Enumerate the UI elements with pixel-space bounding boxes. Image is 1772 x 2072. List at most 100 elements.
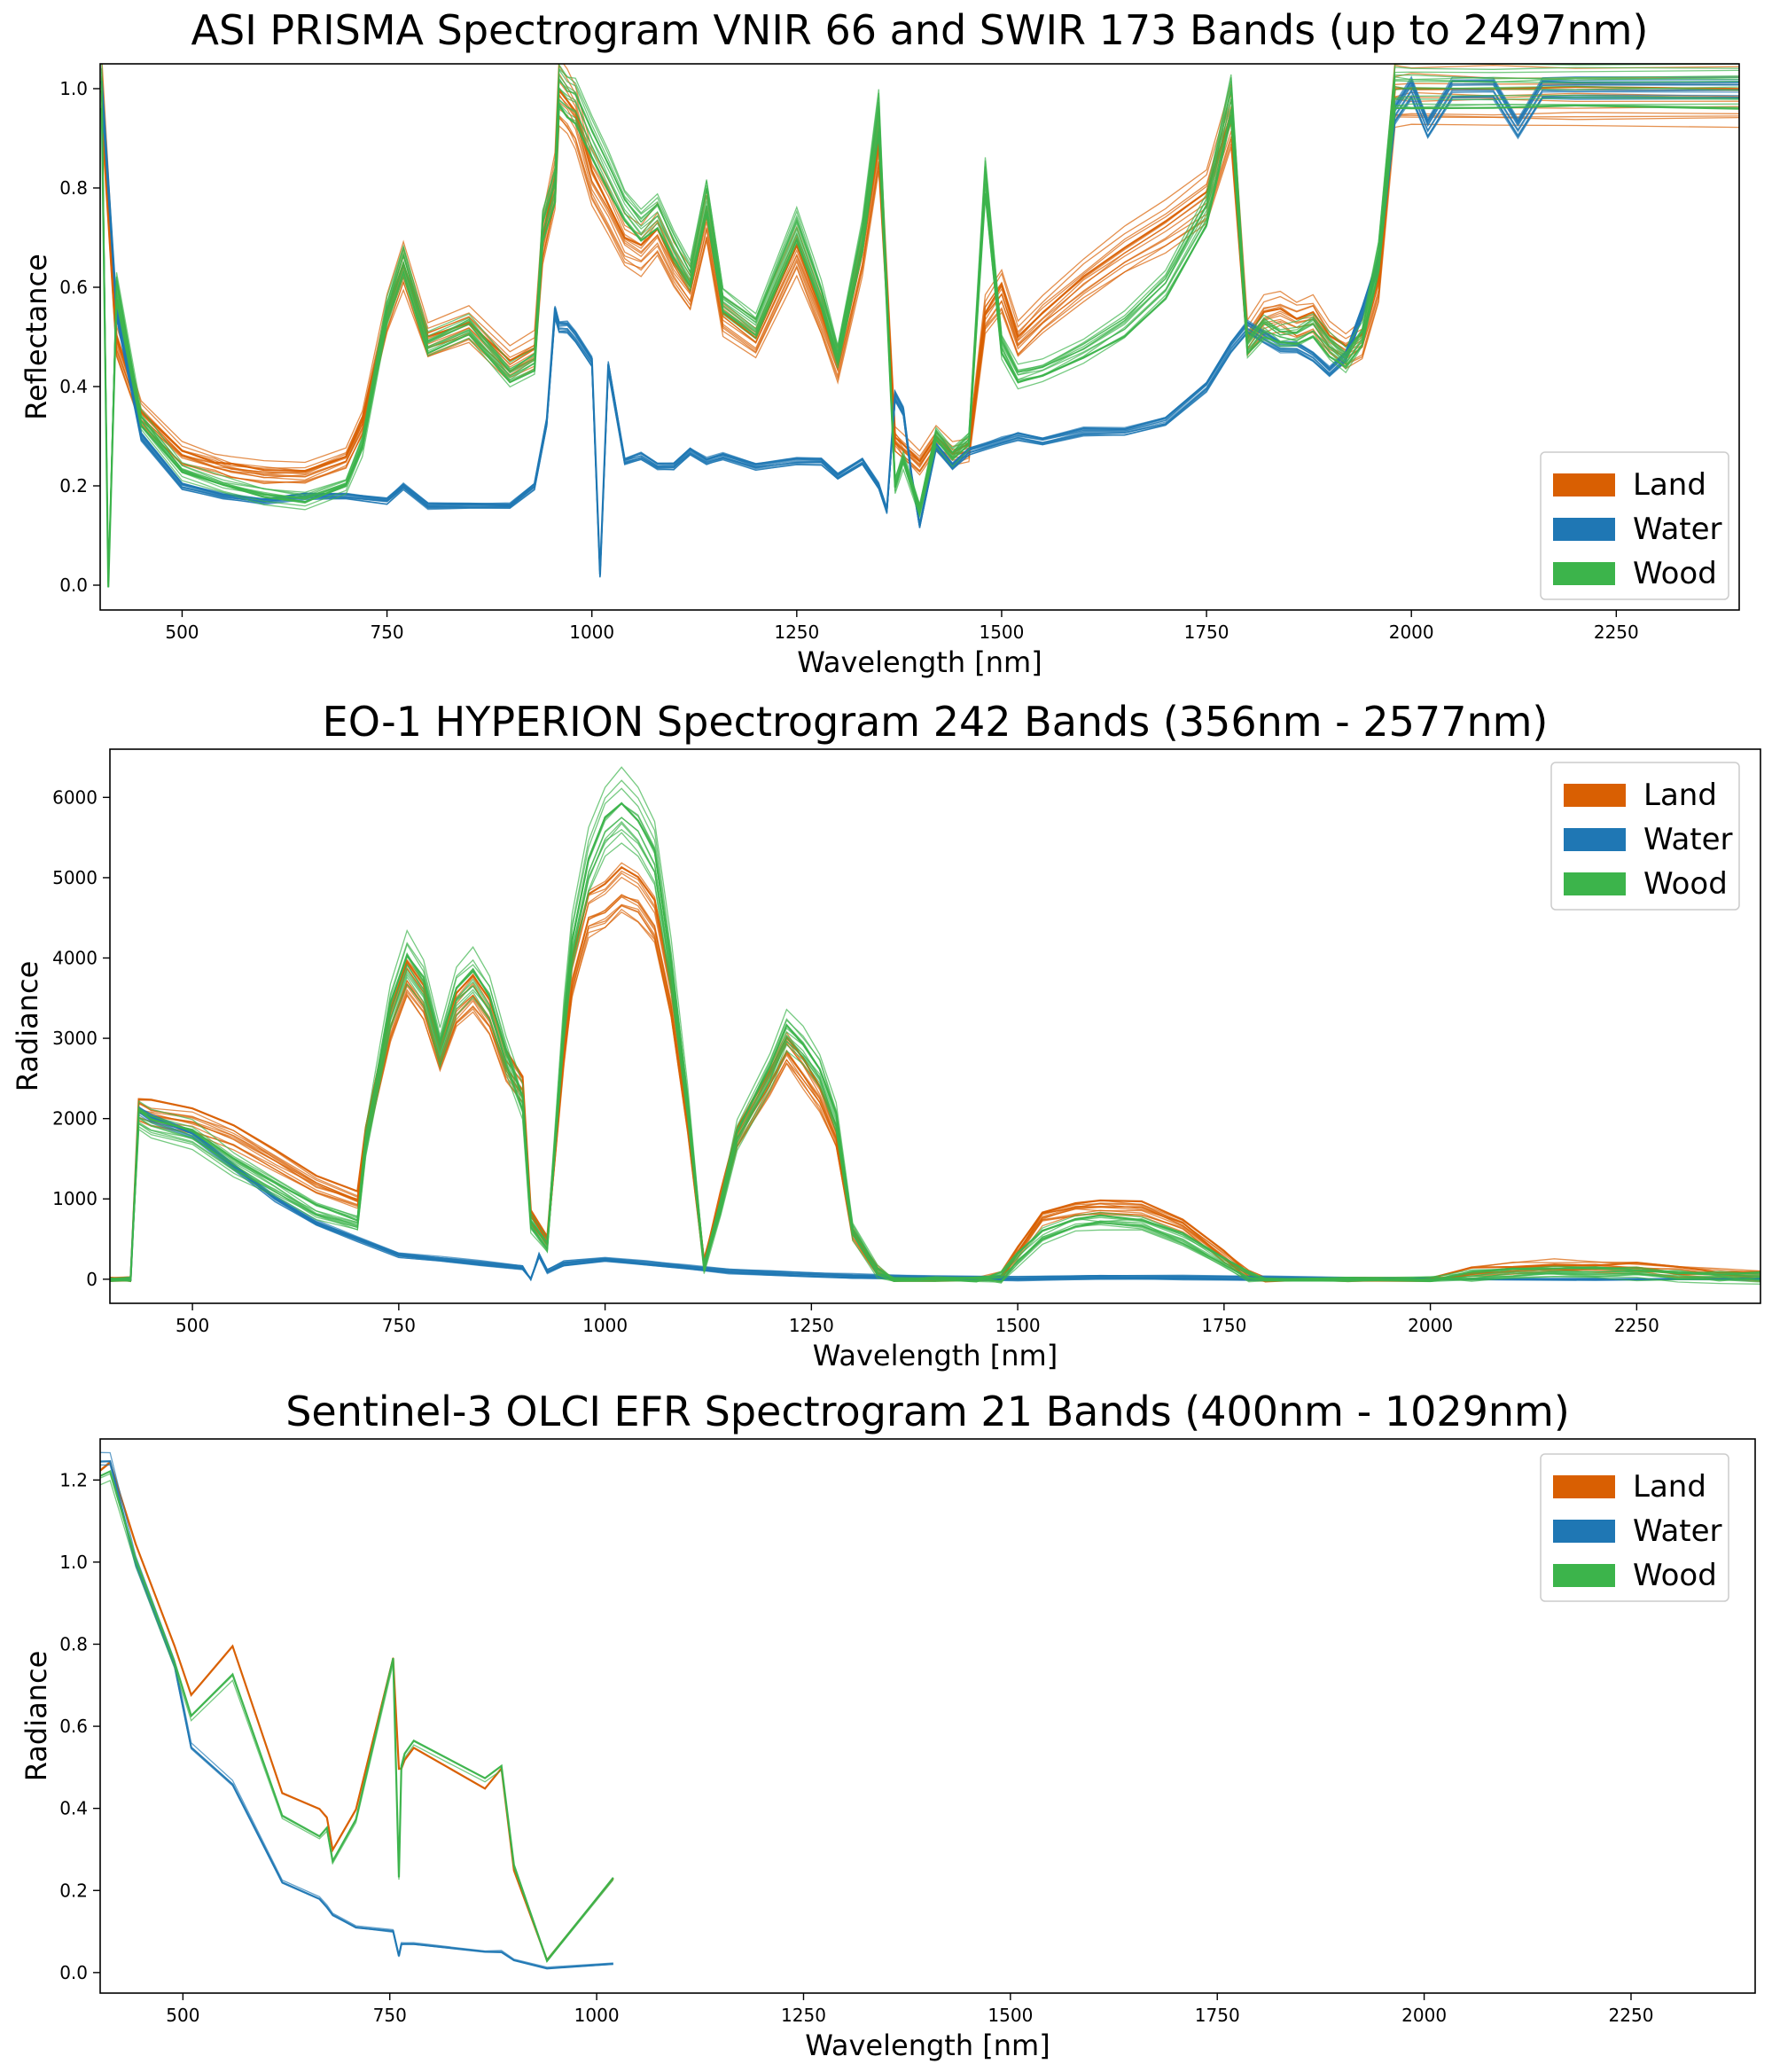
series-line-wood [110,802,1760,1282]
series-line-land [101,112,1739,478]
series-line-land [100,1461,614,1961]
legend-label-wood: Wood [1633,556,1717,591]
chart-panel-1: ASI PRISMA Spectrogram VNIR 66 and SWIR … [20,6,1740,679]
series-line-land [101,92,1739,473]
series-line-land [101,71,1739,475]
y-tick-label: 0.8 [59,177,88,199]
plot-area [110,766,1760,1285]
series-line-land [101,80,1739,469]
x-tick-label: 1750 [1184,622,1229,643]
y-tick-label: 0 [86,1269,98,1290]
legend-swatch-water [1564,828,1626,851]
series-line-wood [100,1480,614,1963]
x-tick-label: 2000 [1408,1315,1453,1336]
chart-panel-2: EO-1 HYPERION Spectrogram 242 Bands (356… [11,698,1761,1372]
series-line-land [101,106,1739,481]
series-line-land [101,85,1739,475]
axes-frame [109,748,1761,1304]
axes-frame [99,1438,1756,1994]
x-tick-label: 1000 [582,1315,628,1336]
legend-swatch-wood [1553,1564,1615,1587]
legend-swatch-water [1553,1520,1615,1543]
y-tick-label: 1.0 [59,78,88,99]
x-axis-label: Wavelength [nm] [813,1339,1058,1372]
legend-label-water: Water [1633,1513,1722,1549]
legend-label-wood: Wood [1633,1558,1717,1593]
legend-label-water: Water [1643,822,1733,857]
x-tick-label: 1250 [781,2005,826,2026]
x-tick-label: 2250 [1594,622,1639,643]
x-tick-label: 2000 [1389,622,1434,643]
series-line-land [101,98,1739,479]
legend-swatch-land [1553,473,1615,496]
y-tick-label: 1.0 [59,1552,88,1573]
y-tick-label: 0.8 [59,1633,88,1654]
chart-title: ASI PRISMA Spectrogram VNIR 66 and SWIR … [191,6,1649,54]
axes-frame [99,63,1740,611]
series-line-wood [100,1469,614,1963]
y-tick-label: 0.0 [59,1962,88,1983]
legend: Land Water Wood [1540,451,1729,600]
x-axis-label: Wavelength [nm] [797,645,1042,679]
series-line-land [100,1460,614,1962]
legend-swatch-land [1553,1475,1615,1498]
x-axis-label: Wavelength [nm] [805,2029,1050,2062]
x-tick-label: 1500 [987,2005,1033,2026]
x-tick-label: 750 [373,2005,407,2026]
y-tick-label: 0.4 [59,1798,88,1819]
series-line-land [101,64,1739,472]
y-tick-label: 4000 [52,948,98,969]
chart-panel-3: Sentinel-3 OLCI EFR Spectrogram 21 Bands… [20,1388,1756,2062]
x-tick-label: 1000 [569,622,614,643]
x-tick-label: 1000 [574,2005,620,2026]
y-tick-label: 0.0 [59,575,88,596]
x-tick-label: 500 [166,2005,199,2026]
series-line-wood [101,101,1739,585]
series-line-water [101,75,1739,575]
x-tick-label: 1750 [1201,1315,1246,1336]
plot-area [100,64,1739,588]
legend: Land Water Wood [1550,762,1740,911]
series-line-land [100,1460,614,1962]
series-line-wood [101,94,1739,586]
y-tick-label: 2000 [52,1108,98,1130]
y-axis-label: Reflectance [20,254,53,420]
series-line-land [101,116,1739,484]
y-tick-label: 0.6 [59,277,88,298]
series-line-wood [101,101,1739,587]
legend: Land Water Wood [1540,1453,1729,1602]
x-tick-label: 1250 [789,1315,834,1336]
series-line-water [110,1111,1760,1282]
x-tick-label: 2250 [1609,2005,1654,2026]
series-line-land [100,85,1739,473]
legend-swatch-wood [1564,872,1626,895]
x-tick-label: 750 [382,1315,416,1336]
series-line-land [101,91,1739,478]
series-line-wood [100,1473,614,1961]
series-line-land [101,114,1739,483]
legend-label-water: Water [1633,512,1722,547]
legend-swatch-land [1564,784,1626,807]
x-tick-label: 1500 [995,1315,1041,1336]
y-tick-label: 0.2 [59,1880,88,1901]
series-line-wood [101,67,1739,586]
series-line-wood [110,817,1760,1281]
legend-swatch-water [1553,518,1615,541]
x-tick-label: 2250 [1614,1315,1659,1336]
series-line-wood [110,842,1760,1283]
legend-swatch-wood [1553,562,1615,585]
plot-area [100,1451,614,1970]
series-line-land [101,123,1739,485]
x-tick-label: 500 [165,622,199,643]
series-line-wood [110,801,1760,1283]
legend-label-wood: Wood [1643,866,1728,902]
series-line-water [101,96,1739,575]
y-tick-label: 0.2 [59,475,88,496]
y-tick-label: 1.2 [59,1469,88,1490]
y-tick-label: 6000 [52,786,98,808]
x-tick-label: 750 [370,622,403,643]
y-tick-label: 0.6 [59,1716,88,1737]
x-tick-label: 500 [176,1315,209,1336]
series-line-water [100,1451,613,1968]
